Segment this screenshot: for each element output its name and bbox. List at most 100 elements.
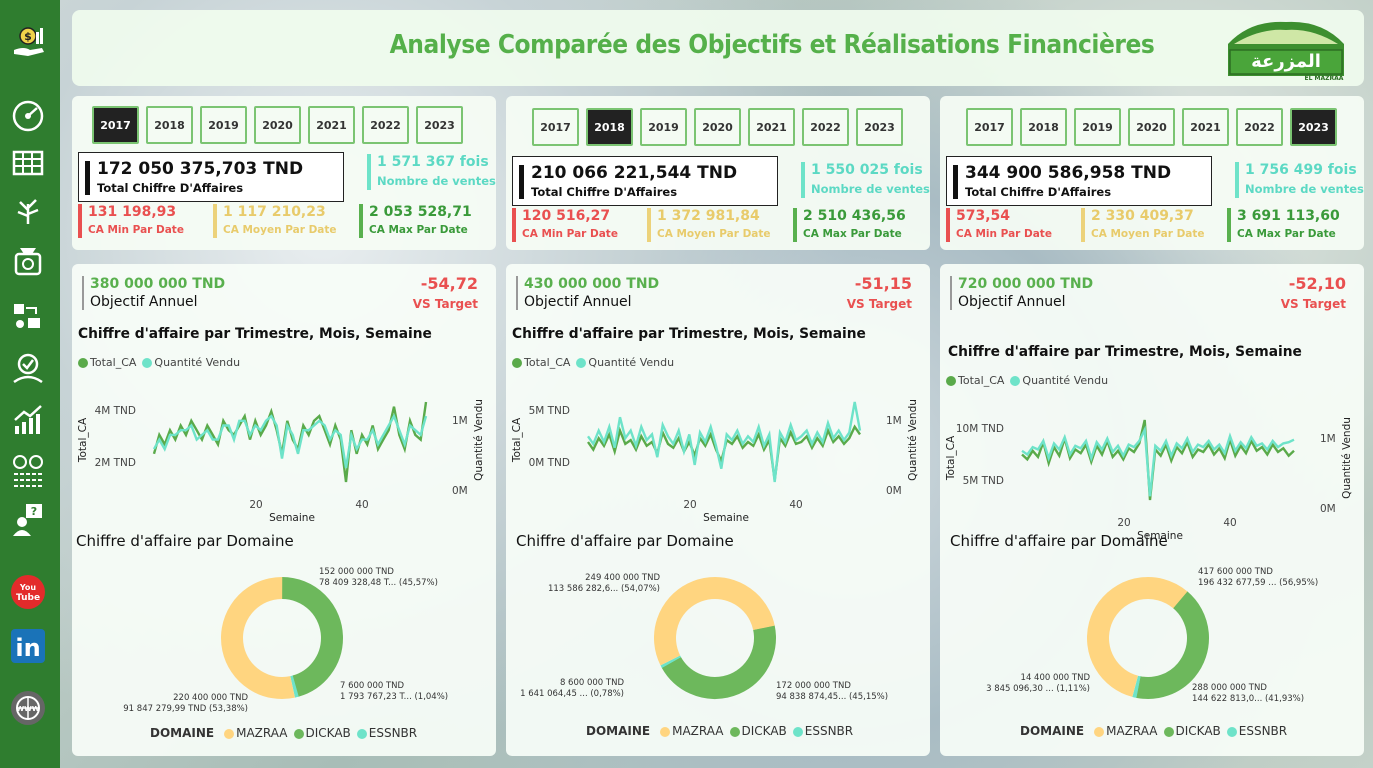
- line-chart[interactable]: 10M TND 5M TND 1M 0M 20 40 Semaine Total_CA Quan…: [940, 402, 1364, 542]
- legend-item-dickab[interactable]: DICKAB: [1163, 724, 1221, 738]
- nb-ventes-label: Nombre de ventes: [1245, 182, 1364, 196]
- year-button-2020[interactable]: 2020: [1128, 108, 1175, 146]
- year-button-2018[interactable]: 2018: [586, 108, 633, 146]
- year-button-2017[interactable]: 2017: [532, 108, 579, 146]
- series-quantite[interactable]: [587, 401, 862, 483]
- legend-item-mazraa[interactable]: MAZRAA: [1094, 724, 1158, 738]
- legend-dot-dickab: [729, 726, 740, 737]
- legend-item-qty[interactable]: Quantité Vendu: [142, 356, 240, 369]
- delivery-icon[interactable]: [8, 296, 48, 336]
- card-accent: [359, 204, 363, 238]
- chart-panel: 430 000 000 TND Objectif Annuel -51,15 VS T…: [506, 264, 930, 756]
- legend-label-ca: Total_CA: [524, 356, 571, 369]
- year-button-2023[interactable]: 2023: [1290, 108, 1337, 146]
- legend-item-dickab[interactable]: DICKAB: [293, 726, 351, 740]
- legend-item-mazraa[interactable]: MAZRAA: [660, 724, 724, 738]
- donut-slice-mazraa[interactable]: [221, 577, 343, 699]
- legend-item-ca[interactable]: Total_CA: [946, 374, 1004, 387]
- card-accent: [801, 162, 805, 198]
- year-button-2022[interactable]: 2022: [1236, 108, 1283, 146]
- nb-ventes-value: 1 550 025 fois: [811, 162, 923, 178]
- svg-text:المزرعة: المزرعة: [1251, 51, 1321, 72]
- y-axis-left-label: Total_CA: [945, 435, 957, 481]
- ca-min-value: 573,54: [956, 208, 1011, 224]
- table-icon[interactable]: [8, 142, 48, 182]
- linkedin-icon[interactable]: in: [8, 626, 48, 666]
- kpi-panel: 2017 2018 2019 2020 2021 2022 2023 210 066 221,…: [506, 96, 930, 250]
- y-tick-right: 0M: [1320, 503, 1336, 515]
- scale-icon[interactable]: [8, 240, 48, 280]
- year-button-2017[interactable]: 2017: [92, 106, 139, 144]
- check-gauge-icon[interactable]: [8, 348, 48, 388]
- donut-label-mazraa: 249 400 000 TND: [585, 573, 660, 583]
- legend-item-qty[interactable]: Quantité Vendu: [1010, 374, 1108, 387]
- year-button-2019[interactable]: 2019: [1074, 108, 1121, 146]
- year-button-2021[interactable]: 2021: [1182, 108, 1229, 146]
- series-quantite[interactable]: [1021, 425, 1295, 497]
- gauge-icon[interactable]: [8, 96, 48, 136]
- user-question-icon[interactable]: ?: [8, 500, 48, 540]
- line-chart[interactable]: 5M TND 0M TND 1M 0M 20 40 Semaine Total_CA Quant…: [506, 384, 930, 524]
- year-button-2018[interactable]: 2018: [146, 106, 193, 144]
- line-chart[interactable]: 4M TND 2M TND 1M 0M 20 40 Semaine Total_CA Quant…: [72, 384, 496, 524]
- year-button-2018[interactable]: 2018: [1020, 108, 1067, 146]
- series-total-ca[interactable]: [1021, 419, 1295, 501]
- legend-item-dickab[interactable]: DICKAB: [729, 724, 787, 738]
- legend-label-essnbr: ESSNBR: [368, 726, 418, 740]
- card-accent: [793, 208, 797, 242]
- ca-moyen-value: 1 372 981,84: [657, 208, 760, 224]
- svg-text:?: ?: [31, 505, 37, 518]
- www-icon[interactable]: WWW: [8, 688, 48, 728]
- year-button-2020[interactable]: 2020: [254, 106, 301, 144]
- year-button-2021[interactable]: 2021: [748, 108, 795, 146]
- tree-icon[interactable]: [8, 188, 48, 228]
- series-total-ca[interactable]: [152, 401, 428, 483]
- growth-chart-icon[interactable]: [8, 400, 48, 440]
- legend-item-essnbr[interactable]: ESSNBR: [356, 726, 418, 740]
- donut-label-essnbr: 14 400 000 TND: [1021, 673, 1091, 683]
- y-tick-right: 0M: [886, 485, 902, 497]
- ca-moyen-label: CA Moyen Par Date: [1091, 228, 1205, 240]
- mazraa-logo: المزرعة EL MAZRAA: [1228, 21, 1344, 82]
- donut-label-mazraa: 91 847 279,99 TND (53,38%): [123, 704, 248, 714]
- year-button-2023[interactable]: 2023: [856, 108, 903, 146]
- compare-icon[interactable]: [8, 450, 48, 490]
- x-axis-label: Semaine: [1137, 530, 1183, 542]
- ca-moyen-value: 1 117 210,23: [223, 204, 326, 220]
- year-button-2019[interactable]: 2019: [200, 106, 247, 144]
- year-button-2017[interactable]: 2017: [966, 108, 1013, 146]
- ca-moyen-value: 2 330 409,37: [1091, 208, 1194, 224]
- legend-dot-mazraa: [224, 728, 235, 739]
- legend-item-mazraa[interactable]: MAZRAA: [224, 726, 288, 740]
- donut-slice-mazraa[interactable]: [1087, 577, 1209, 699]
- legend-item-qty[interactable]: Quantité Vendu: [576, 356, 674, 369]
- year-slicer: 2017 2018 2019 2020 2021 2022 2023: [532, 108, 903, 146]
- y-tick-right: 0M: [452, 485, 468, 497]
- y-tick-left: 2M TND: [95, 457, 136, 469]
- legend-item-ca[interactable]: Total_CA: [78, 356, 136, 369]
- legend-item-essnbr[interactable]: ESSNBR: [792, 724, 854, 738]
- total-ca-value: 210 066 221,544 TND: [531, 163, 738, 183]
- legend-label-essnbr: ESSNBR: [804, 724, 854, 738]
- series-quantite[interactable]: [152, 413, 428, 469]
- legend-item-essnbr[interactable]: ESSNBR: [1226, 724, 1287, 738]
- year-button-2023[interactable]: 2023: [416, 106, 463, 144]
- legend-dot-ca: [512, 358, 522, 368]
- legend-item-ca[interactable]: Total_CA: [512, 356, 570, 369]
- year-button-2022[interactable]: 2022: [362, 106, 409, 144]
- legend-label-mazraa: MAZRAA: [236, 726, 288, 740]
- money-hand-icon[interactable]: $: [8, 20, 48, 60]
- year-button-2019[interactable]: 2019: [640, 108, 687, 146]
- card-accent: [512, 208, 516, 242]
- year-button-2020[interactable]: 2020: [694, 108, 741, 146]
- donut-chart-title: Chiffre d'affaire par Domaine: [76, 532, 294, 550]
- year-button-2022[interactable]: 2022: [802, 108, 849, 146]
- year-button-2021[interactable]: 2021: [308, 106, 355, 144]
- legend-dot-dickab: [293, 728, 304, 739]
- donut-label-essnbr: 8 600 000 TND: [560, 678, 625, 688]
- card-accent: [1227, 208, 1231, 242]
- youtube-icon[interactable]: You Tube: [8, 572, 48, 612]
